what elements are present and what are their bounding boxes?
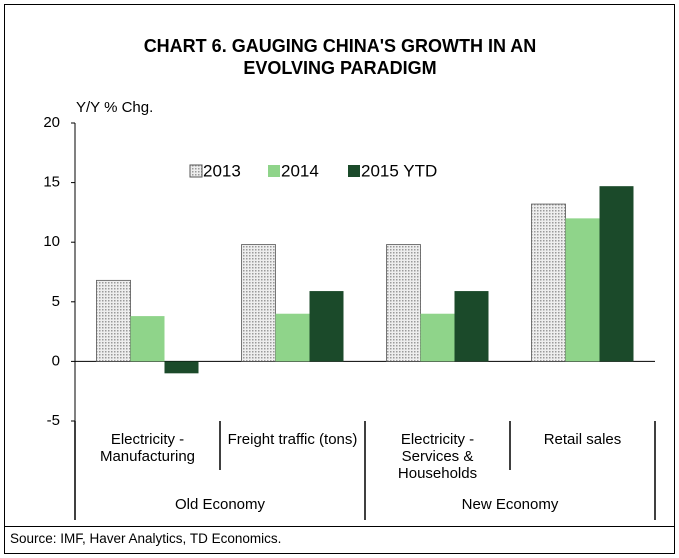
y-tick-label: -5 xyxy=(47,412,60,429)
frame xyxy=(4,4,675,554)
x-tick-label: Households xyxy=(398,465,477,482)
y-tick-label: 20 xyxy=(43,114,60,131)
bar xyxy=(565,218,600,362)
bar xyxy=(275,313,310,362)
source: Source: IMF, Haver Analytics, TD Economi… xyxy=(10,531,282,546)
y-tick-label: 10 xyxy=(43,233,60,250)
bar xyxy=(164,361,199,374)
x-tick-label: Retail sales xyxy=(544,431,622,448)
group-label: New Economy xyxy=(462,496,559,513)
y-tick-label: 15 xyxy=(43,174,60,191)
legend-swatch xyxy=(268,165,280,177)
x-tick-label: Freight traffic (tons) xyxy=(228,431,358,448)
legend-swatch xyxy=(189,164,203,178)
legend-label: 2015 YTD xyxy=(361,161,437,180)
x-tick-label: Manufacturing xyxy=(100,448,195,465)
bar xyxy=(241,244,276,362)
bar xyxy=(454,291,489,362)
chart-title: CHART 6. GAUGING CHINA'S GROWTH IN AN EV… xyxy=(143,36,537,78)
legend-label: 2014 xyxy=(281,161,319,180)
bar xyxy=(420,313,455,362)
bar xyxy=(386,244,421,362)
bar xyxy=(309,291,344,362)
x-tick-label: Electricity - xyxy=(111,431,184,448)
bar xyxy=(531,203,566,362)
y-tick-label: 5 xyxy=(52,293,60,310)
legend-label: 2013 xyxy=(203,161,241,180)
legend-swatch xyxy=(348,165,360,177)
y-tick-label: 0 xyxy=(52,352,60,369)
bar xyxy=(96,279,131,362)
bar xyxy=(599,186,634,362)
y-axis-label: Y/Y % Chg. xyxy=(76,99,153,116)
x-tick-label: Electricity - xyxy=(401,431,474,448)
group-label: Old Economy xyxy=(175,496,266,513)
x-tick-label: Services & xyxy=(402,448,474,465)
bar xyxy=(130,316,165,362)
